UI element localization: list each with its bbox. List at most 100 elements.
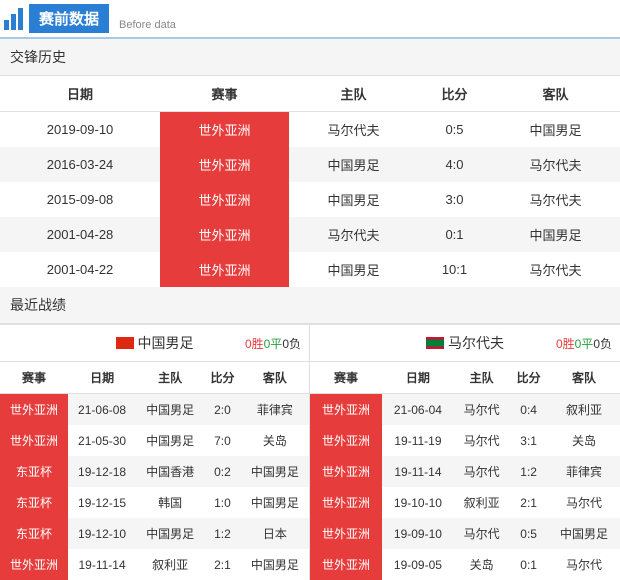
recent-cell-home: 叙利亚 [454,487,509,518]
recent-cell-score: 0:4 [509,394,548,426]
recent-row: 世外亚洲19-11-14马尔代1:2菲律宾 [310,456,620,487]
recent-row: 世外亚洲19-11-14叙利亚2:1中国男足 [0,549,310,580]
recent-cell-away: 中国男足 [241,456,310,487]
team-name: 马尔代夫 [448,333,504,353]
h2h-row: 2019-09-10世外亚洲马尔代夫0:5中国男足 [0,112,620,148]
recent-column-header: 赛事 [0,362,68,394]
recent-cell-date: 19-10-10 [382,487,454,518]
h2h-cell-away: 中国男足 [491,217,620,252]
recent-section-title: 最近战绩 [0,287,620,324]
recent-cell-score: 1:0 [204,487,241,518]
recent-cell-date: 19-12-15 [68,487,136,518]
recent-cell-away: 中国男足 [241,549,310,580]
h2h-cell-score: 0:5 [418,112,491,148]
recent-cell-home: 马尔代 [454,518,509,549]
recent-cell-event: 世外亚洲 [310,518,382,549]
recent-row: 世外亚洲19-11-19马尔代3:1关岛 [310,425,620,456]
h2h-row: 2001-04-22世外亚洲中国男足10:1马尔代夫 [0,252,620,287]
h2h-section-title: 交锋历史 [0,39,620,76]
team-name: 中国男足 [138,333,194,353]
recent-column-header: 日期 [382,362,454,394]
recent-cell-score: 3:1 [509,425,548,456]
h2h-cell-home: 马尔代夫 [289,112,418,148]
h2h-cell-event: 世外亚洲 [160,112,289,148]
recent-row: 世外亚洲21-05-30中国男足7:0关岛 [0,425,310,456]
h2h-cell-away: 中国男足 [491,112,620,148]
recent-cell-event: 世外亚洲 [0,549,68,580]
recent-column-header: 比分 [509,362,548,394]
team-header-right: 马尔代夫 0胜0平0负 [310,324,620,362]
h2h-cell-date: 2015-09-08 [0,182,160,217]
recent-cell-score: 0:2 [204,456,241,487]
h2h-cell-home: 马尔代夫 [289,217,418,252]
team-header-left: 中国男足 0胜0平0负 [0,324,310,362]
h2h-cell-event: 世外亚洲 [160,182,289,217]
h2h-cell-score: 4:0 [418,147,491,182]
recent-cell-date: 19-12-10 [68,518,136,549]
recent-cell-score: 2:0 [204,394,241,426]
recent-left: 中国男足 0胜0平0负 赛事日期主队比分客队世外亚洲21-06-08中国男足2:… [0,324,310,580]
recent-row: 世外亚洲19-09-10马尔代0:5中国男足 [310,518,620,549]
recent-row: 东亚杯19-12-10中国男足1:2日本 [0,518,310,549]
recent-cell-score: 2:1 [204,549,241,580]
recent-cell-date: 21-06-08 [68,394,136,426]
h2h-cell-home: 中国男足 [289,147,418,182]
h2h-cell-event: 世外亚洲 [160,147,289,182]
recent-cell-event: 世外亚洲 [0,394,68,426]
recent-row: 世外亚洲21-06-04马尔代0:4叙利亚 [310,394,620,426]
h2h-cell-home: 中国男足 [289,252,418,287]
recent-cell-score: 2:1 [509,487,548,518]
recent-cell-away: 菲律宾 [548,456,620,487]
recent-right: 马尔代夫 0胜0平0负 赛事日期主队比分客队世外亚洲21-06-04马尔代0:4… [310,324,620,580]
recent-cell-event: 世外亚洲 [0,425,68,456]
recent-column-header: 客队 [241,362,310,394]
recent-cell-date: 19-12-18 [68,456,136,487]
recent-cell-away: 中国男足 [241,487,310,518]
recent-cell-event: 世外亚洲 [310,425,382,456]
recent-cell-event: 东亚杯 [0,456,68,487]
recent-cell-date: 19-09-10 [382,518,454,549]
recent-cell-away: 马尔代 [548,487,620,518]
h2h-cell-score: 10:1 [418,252,491,287]
h2h-cell-date: 2001-04-28 [0,217,160,252]
h2h-cell-away: 马尔代夫 [491,147,620,182]
recent-cell-away: 中国男足 [548,518,620,549]
recent-cell-away: 日本 [241,518,310,549]
h2h-cell-date: 2016-03-24 [0,147,160,182]
page-subtitle: Before data [119,19,176,31]
recent-cell-date: 21-05-30 [68,425,136,456]
recent-row: 世外亚洲19-09-05关岛0:1马尔代 [310,549,620,580]
h2h-cell-date: 2001-04-22 [0,252,160,287]
recent-cell-score: 1:2 [204,518,241,549]
recent-row: 世外亚洲19-10-10叙利亚2:1马尔代 [310,487,620,518]
h2h-row: 2016-03-24世外亚洲中国男足4:0马尔代夫 [0,147,620,182]
h2h-cell-event: 世外亚洲 [160,217,289,252]
h2h-cell-away: 马尔代夫 [491,252,620,287]
h2h-column-header: 主队 [289,76,418,112]
h2h-column-header: 比分 [418,76,491,112]
recent-cell-home: 马尔代 [454,394,509,426]
recent-cell-away: 关岛 [548,425,620,456]
recent-column-header: 赛事 [310,362,382,394]
recent-cell-date: 21-06-04 [382,394,454,426]
flag-icon [116,337,134,349]
h2h-cell-date: 2019-09-10 [0,112,160,148]
recent-cell-home: 中国香港 [136,456,204,487]
recent-container: 中国男足 0胜0平0负 赛事日期主队比分客队世外亚洲21-06-08中国男足2:… [0,324,620,580]
recent-column-header: 日期 [68,362,136,394]
h2h-cell-score: 3:0 [418,182,491,217]
recent-cell-away: 叙利亚 [548,394,620,426]
h2h-row: 2001-04-28世外亚洲马尔代夫0:1中国男足 [0,217,620,252]
recent-cell-date: 19-11-14 [68,549,136,580]
recent-cell-home: 马尔代 [454,425,509,456]
recent-table-left: 赛事日期主队比分客队世外亚洲21-06-08中国男足2:0菲律宾世外亚洲21-0… [0,362,310,580]
recent-cell-score: 0:1 [509,549,548,580]
recent-cell-event: 东亚杯 [0,487,68,518]
recent-cell-date: 19-11-14 [382,456,454,487]
recent-column-header: 主队 [136,362,204,394]
recent-cell-home: 中国男足 [136,518,204,549]
recent-table-right: 赛事日期主队比分客队世外亚洲21-06-04马尔代0:4叙利亚世外亚洲19-11… [310,362,620,580]
h2h-column-header: 日期 [0,76,160,112]
team-record: 0胜0平0负 [245,335,301,352]
h2h-cell-score: 0:1 [418,217,491,252]
